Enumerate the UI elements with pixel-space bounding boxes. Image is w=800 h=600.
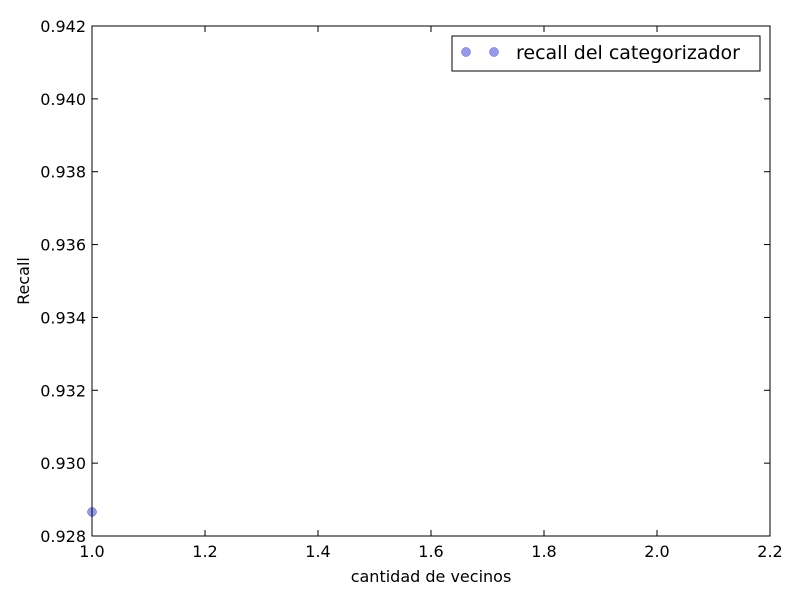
legend-entry-label: recall del categorizador (516, 42, 740, 64)
plot-area-frame (91, 25, 771, 537)
y-tick-label: 0.942 (40, 17, 86, 36)
y-tick-label: 0.934 (40, 308, 86, 327)
y-tick-label: 0.936 (40, 236, 86, 255)
x-tick-label: 2.2 (757, 542, 782, 561)
x-axis-label: cantidad de vecinos (351, 567, 512, 586)
ticks-group (91, 25, 771, 537)
x-tick-label: 1.2 (192, 542, 217, 561)
legend: recall del categorizador (451, 35, 761, 72)
y-tick-label: 0.928 (40, 527, 86, 546)
legend-marker (489, 47, 499, 57)
x-tick-label: 1.4 (305, 542, 330, 561)
y-axis-label: Recall (14, 257, 33, 305)
y-tick-label: 0.938 (40, 163, 86, 182)
y-tick-label: 0.940 (40, 90, 86, 109)
x-tick-label: 1.8 (531, 542, 556, 561)
legend-marker (461, 47, 471, 57)
x-tick-label: 2.0 (644, 542, 669, 561)
tick-labels-group: 1.0 1.2 1.4 1.6 1.8 2.0 2.2 0.928 0.930 0.932 0.93… (40, 17, 783, 561)
y-tick-label: 0.930 (40, 454, 86, 473)
y-tick-label: 0.932 (40, 381, 86, 400)
x-tick-label: 1.6 (418, 542, 443, 561)
legend-box (451, 35, 761, 72)
x-tick-label: 1.0 (79, 542, 104, 561)
